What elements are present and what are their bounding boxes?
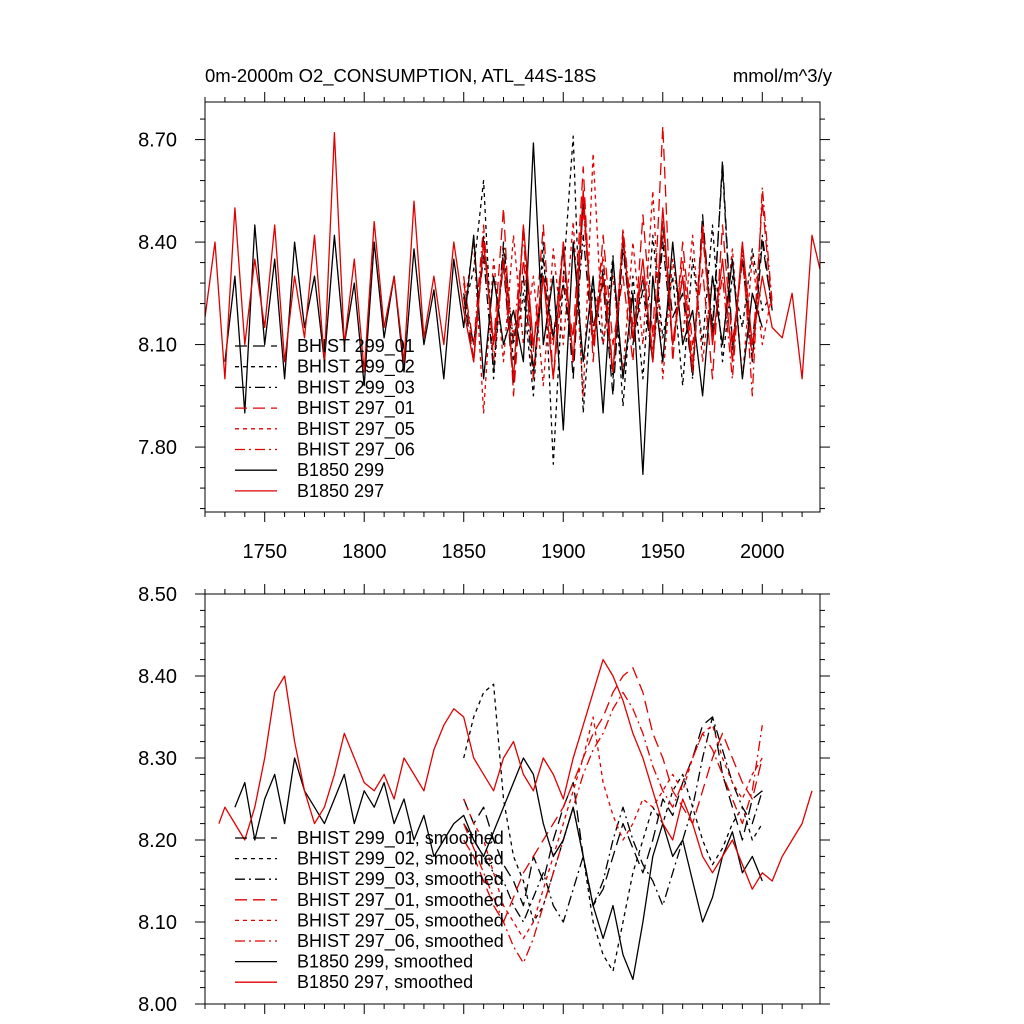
- legend-label: BHIST 297_06: [297, 440, 415, 461]
- series-group: [218, 658, 813, 981]
- y-tick-label: 8.10: [138, 912, 177, 934]
- series-group: [205, 125, 820, 476]
- series-line-8: [218, 658, 813, 890]
- x-tick-label: 1850: [441, 541, 486, 563]
- legend-label: BHIST 297_05: [297, 419, 415, 440]
- y-tick-label: 8.10: [138, 335, 177, 357]
- y-tick-label: 7.80: [138, 437, 177, 459]
- series-line-5: [463, 152, 773, 414]
- legend-label: BHIST 299_02: [297, 357, 415, 378]
- series-line-4: [463, 125, 773, 397]
- y-tick-label: 8.50: [138, 584, 177, 606]
- y-tick-label: 8.30: [138, 748, 177, 770]
- plot-frame: [204, 101, 821, 513]
- series-line-6: [463, 186, 773, 397]
- chart-title: 0m-2000m O2_CONSUMPTION, ATL_44S-18S: [205, 65, 596, 87]
- legend-label: BHIST 299_01, smoothed: [297, 828, 504, 849]
- legend-label: BHIST 299_02, smoothed: [297, 849, 504, 870]
- x-tick-label: 1950: [641, 541, 686, 563]
- legend-label: B1850 299: [297, 460, 384, 480]
- legend-label: B1850 297: [297, 481, 384, 501]
- y-tick-label: 8.20: [138, 830, 177, 852]
- plot-frame: [204, 593, 821, 1005]
- y-tick-label: 8.40: [138, 666, 177, 688]
- series-line-4: [463, 667, 763, 923]
- x-tick-label: 1900: [541, 541, 586, 563]
- y-tick-label: 8.70: [138, 130, 177, 152]
- panel-2: 8.00 8.10 8.20 8.30 8.40 8.50 BHIST 299_01, sm…: [138, 584, 830, 1016]
- legend-label: B1850 299, smoothed: [297, 952, 473, 972]
- series-line-6: [463, 691, 763, 964]
- series-line-2: [463, 683, 763, 972]
- series-line-3: [463, 716, 763, 923]
- series-line-8: [205, 132, 820, 380]
- series-line-7: [234, 757, 763, 981]
- legend-label: BHIST 297_06, smoothed: [297, 931, 504, 952]
- x-tick-label: 1750: [242, 541, 287, 563]
- series-line-7: [224, 142, 763, 476]
- y-tick-label: 8.00: [138, 994, 177, 1016]
- series-line-1: [463, 159, 773, 397]
- legend-label: BHIST 299_03, smoothed: [297, 869, 504, 890]
- legend-label: BHIST 297_01: [297, 398, 415, 419]
- chart-units: mmol/m^3/y: [733, 65, 833, 86]
- y-tick-label: 8.40: [138, 232, 177, 254]
- legend-label: BHIST 299_01: [297, 336, 415, 357]
- legend-label: B1850 297, smoothed: [297, 972, 473, 992]
- panel-1: 1750 1800 1850 1900 1950 2000 7.80 8.10 8.40 8.70…: [138, 65, 833, 563]
- legend-label: BHIST 299_03: [297, 377, 415, 398]
- legend-label: BHIST 297_01, smoothed: [297, 890, 504, 911]
- x-tick-label: 1800: [342, 541, 387, 563]
- legend-label: BHIST 297_05, smoothed: [297, 910, 504, 931]
- x-tick-label: 2000: [740, 541, 785, 563]
